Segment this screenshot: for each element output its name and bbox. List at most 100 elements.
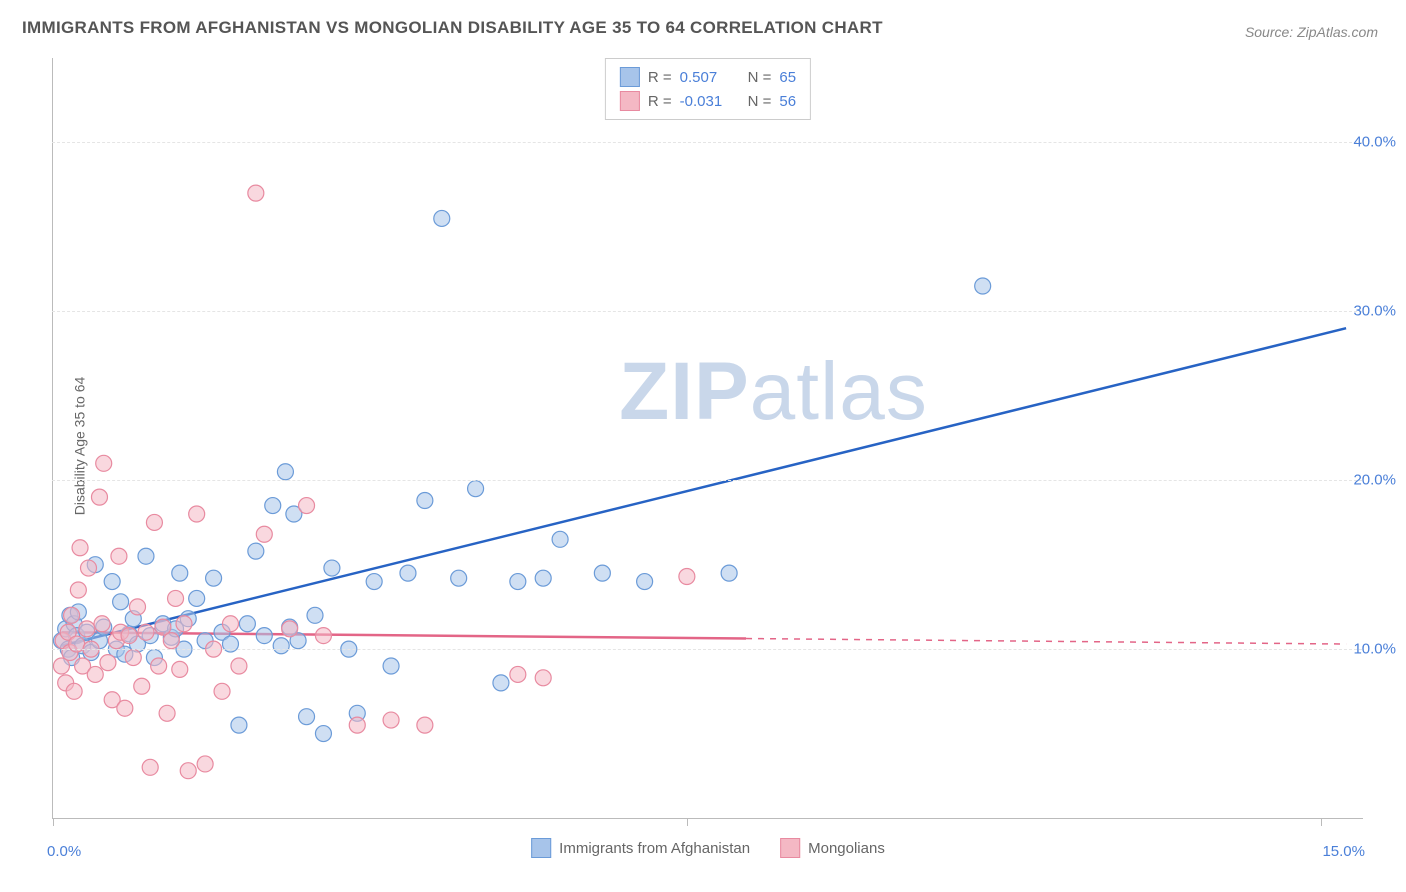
legend-row-series-b: R = -0.031 N = 56 — [620, 89, 796, 113]
data-point — [111, 548, 127, 564]
n-label: N = — [748, 69, 772, 86]
data-point — [721, 565, 737, 581]
data-point — [142, 759, 158, 775]
data-point — [493, 675, 509, 691]
data-point — [197, 756, 213, 772]
correlation-legend: R = 0.507 N = 65 R = -0.031 N = 56 — [605, 58, 811, 120]
data-point — [451, 570, 467, 586]
legend-row-series-a: R = 0.507 N = 65 — [620, 65, 796, 89]
swatch-series-b — [620, 91, 640, 111]
data-point — [163, 633, 179, 649]
data-point — [146, 514, 162, 530]
data-point — [151, 658, 167, 674]
data-point — [417, 492, 433, 508]
y-tick-label: 20.0% — [1353, 472, 1396, 489]
data-point — [121, 628, 137, 644]
r-label: R = — [648, 69, 672, 86]
r-value-a: 0.507 — [680, 69, 740, 86]
x-tick — [687, 818, 688, 826]
data-point — [248, 543, 264, 559]
data-point — [134, 678, 150, 694]
data-point — [299, 709, 315, 725]
chart-title: IMMIGRANTS FROM AFGHANISTAN VS MONGOLIAN… — [22, 18, 883, 38]
data-point — [315, 726, 331, 742]
data-point — [256, 628, 272, 644]
data-point — [239, 616, 255, 632]
n-label: N = — [748, 93, 772, 110]
series-legend: Immigrants from Afghanistan Mongolians — [531, 838, 885, 858]
data-point — [64, 607, 80, 623]
data-point — [282, 621, 298, 637]
data-point — [80, 560, 96, 576]
data-point — [72, 540, 88, 556]
data-point — [324, 560, 340, 576]
data-point — [315, 628, 331, 644]
data-point — [383, 712, 399, 728]
data-point — [180, 763, 196, 779]
data-point — [349, 717, 365, 733]
y-tick-label: 30.0% — [1353, 303, 1396, 320]
legend-item-a: Immigrants from Afghanistan — [531, 838, 750, 858]
y-tick-label: 40.0% — [1353, 134, 1396, 151]
r-value-b: -0.031 — [680, 93, 740, 110]
data-point — [104, 574, 120, 590]
data-point — [383, 658, 399, 674]
data-point — [277, 464, 293, 480]
data-point — [159, 705, 175, 721]
y-tick-label: 10.0% — [1353, 641, 1396, 658]
x-tick — [53, 818, 54, 826]
data-point — [468, 481, 484, 497]
data-point — [307, 607, 323, 623]
data-point — [176, 616, 192, 632]
data-point — [594, 565, 610, 581]
scatter-plot-svg — [53, 58, 1363, 818]
data-point — [510, 666, 526, 682]
data-point — [299, 498, 315, 514]
series-b-name: Mongolians — [808, 840, 885, 857]
series-a-name: Immigrants from Afghanistan — [559, 840, 750, 857]
data-point — [535, 570, 551, 586]
chart-plot-area: ZIPatlas R = 0.507 N = 65 R = -0.031 N =… — [52, 58, 1363, 819]
data-point — [214, 683, 230, 699]
swatch-series-a — [620, 67, 640, 87]
data-point — [168, 590, 184, 606]
data-point — [273, 638, 289, 654]
n-value-a: 65 — [779, 69, 796, 86]
data-point — [189, 590, 205, 606]
data-point — [256, 526, 272, 542]
data-point — [637, 574, 653, 590]
data-point — [172, 565, 188, 581]
n-value-b: 56 — [779, 93, 796, 110]
data-point — [91, 489, 107, 505]
data-point — [130, 599, 146, 615]
data-point — [66, 683, 82, 699]
data-point — [535, 670, 551, 686]
data-point — [265, 498, 281, 514]
data-point — [231, 658, 247, 674]
gridline-h — [52, 142, 1362, 143]
data-point — [117, 700, 133, 716]
legend-item-b: Mongolians — [780, 838, 885, 858]
data-point — [70, 582, 86, 598]
data-point — [434, 210, 450, 226]
gridline-h — [52, 480, 1362, 481]
x-tick — [1321, 818, 1322, 826]
data-point — [96, 455, 112, 471]
swatch-series-a-bottom — [531, 838, 551, 858]
data-point — [87, 666, 103, 682]
r-label: R = — [648, 93, 672, 110]
data-point — [125, 650, 141, 666]
data-point — [248, 185, 264, 201]
data-point — [94, 616, 110, 632]
data-point — [510, 574, 526, 590]
data-point — [679, 568, 695, 584]
data-point — [417, 717, 433, 733]
data-point — [400, 565, 416, 581]
data-point — [138, 548, 154, 564]
data-point — [231, 717, 247, 733]
data-point — [113, 594, 129, 610]
data-point — [79, 621, 95, 637]
trend-line — [61, 328, 1346, 646]
data-point — [189, 506, 205, 522]
data-point — [975, 278, 991, 294]
